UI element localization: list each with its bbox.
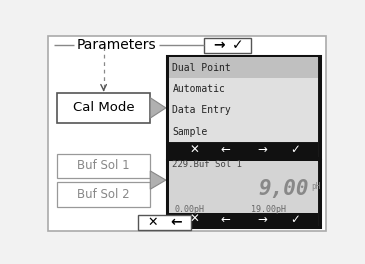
FancyBboxPatch shape bbox=[167, 56, 320, 158]
FancyBboxPatch shape bbox=[57, 154, 150, 178]
Text: 9,00: 9,00 bbox=[258, 179, 309, 199]
Text: →: → bbox=[257, 143, 267, 156]
Polygon shape bbox=[150, 171, 166, 189]
Text: ✓: ✓ bbox=[232, 38, 243, 52]
FancyBboxPatch shape bbox=[57, 182, 150, 206]
Text: Cal Mode: Cal Mode bbox=[73, 101, 134, 114]
Text: Sample: Sample bbox=[172, 127, 208, 137]
Text: ✕: ✕ bbox=[190, 143, 200, 156]
Text: Automatic: Automatic bbox=[172, 84, 225, 94]
FancyBboxPatch shape bbox=[169, 143, 318, 157]
Text: ✕: ✕ bbox=[190, 213, 200, 226]
Text: ←: ← bbox=[220, 143, 230, 156]
Text: pH: pH bbox=[311, 182, 321, 191]
Polygon shape bbox=[150, 98, 166, 118]
FancyBboxPatch shape bbox=[169, 161, 318, 213]
Text: Parameters: Parameters bbox=[77, 38, 156, 52]
Text: Data Entry: Data Entry bbox=[172, 105, 231, 115]
FancyBboxPatch shape bbox=[204, 38, 251, 53]
Text: ←: ← bbox=[220, 213, 230, 226]
Text: 19.00pH: 19.00pH bbox=[251, 205, 286, 214]
FancyBboxPatch shape bbox=[169, 213, 318, 226]
Text: ←: ← bbox=[170, 215, 182, 229]
FancyBboxPatch shape bbox=[57, 93, 150, 123]
FancyBboxPatch shape bbox=[138, 215, 191, 230]
Text: ✓: ✓ bbox=[291, 143, 300, 156]
Text: 0.00pH: 0.00pH bbox=[174, 205, 204, 214]
Text: ✓: ✓ bbox=[291, 213, 300, 226]
FancyBboxPatch shape bbox=[169, 57, 318, 143]
FancyBboxPatch shape bbox=[169, 57, 318, 78]
FancyBboxPatch shape bbox=[167, 160, 320, 227]
Text: ✕: ✕ bbox=[147, 216, 158, 229]
Text: Buf Sol 2: Buf Sol 2 bbox=[77, 188, 130, 201]
Text: Dual Point: Dual Point bbox=[172, 63, 231, 73]
FancyBboxPatch shape bbox=[49, 36, 326, 231]
Text: 229.Buf Sol 1: 229.Buf Sol 1 bbox=[172, 160, 242, 169]
Text: →: → bbox=[213, 38, 225, 52]
Text: Buf Sol 1: Buf Sol 1 bbox=[77, 159, 130, 172]
Text: →: → bbox=[257, 213, 267, 226]
